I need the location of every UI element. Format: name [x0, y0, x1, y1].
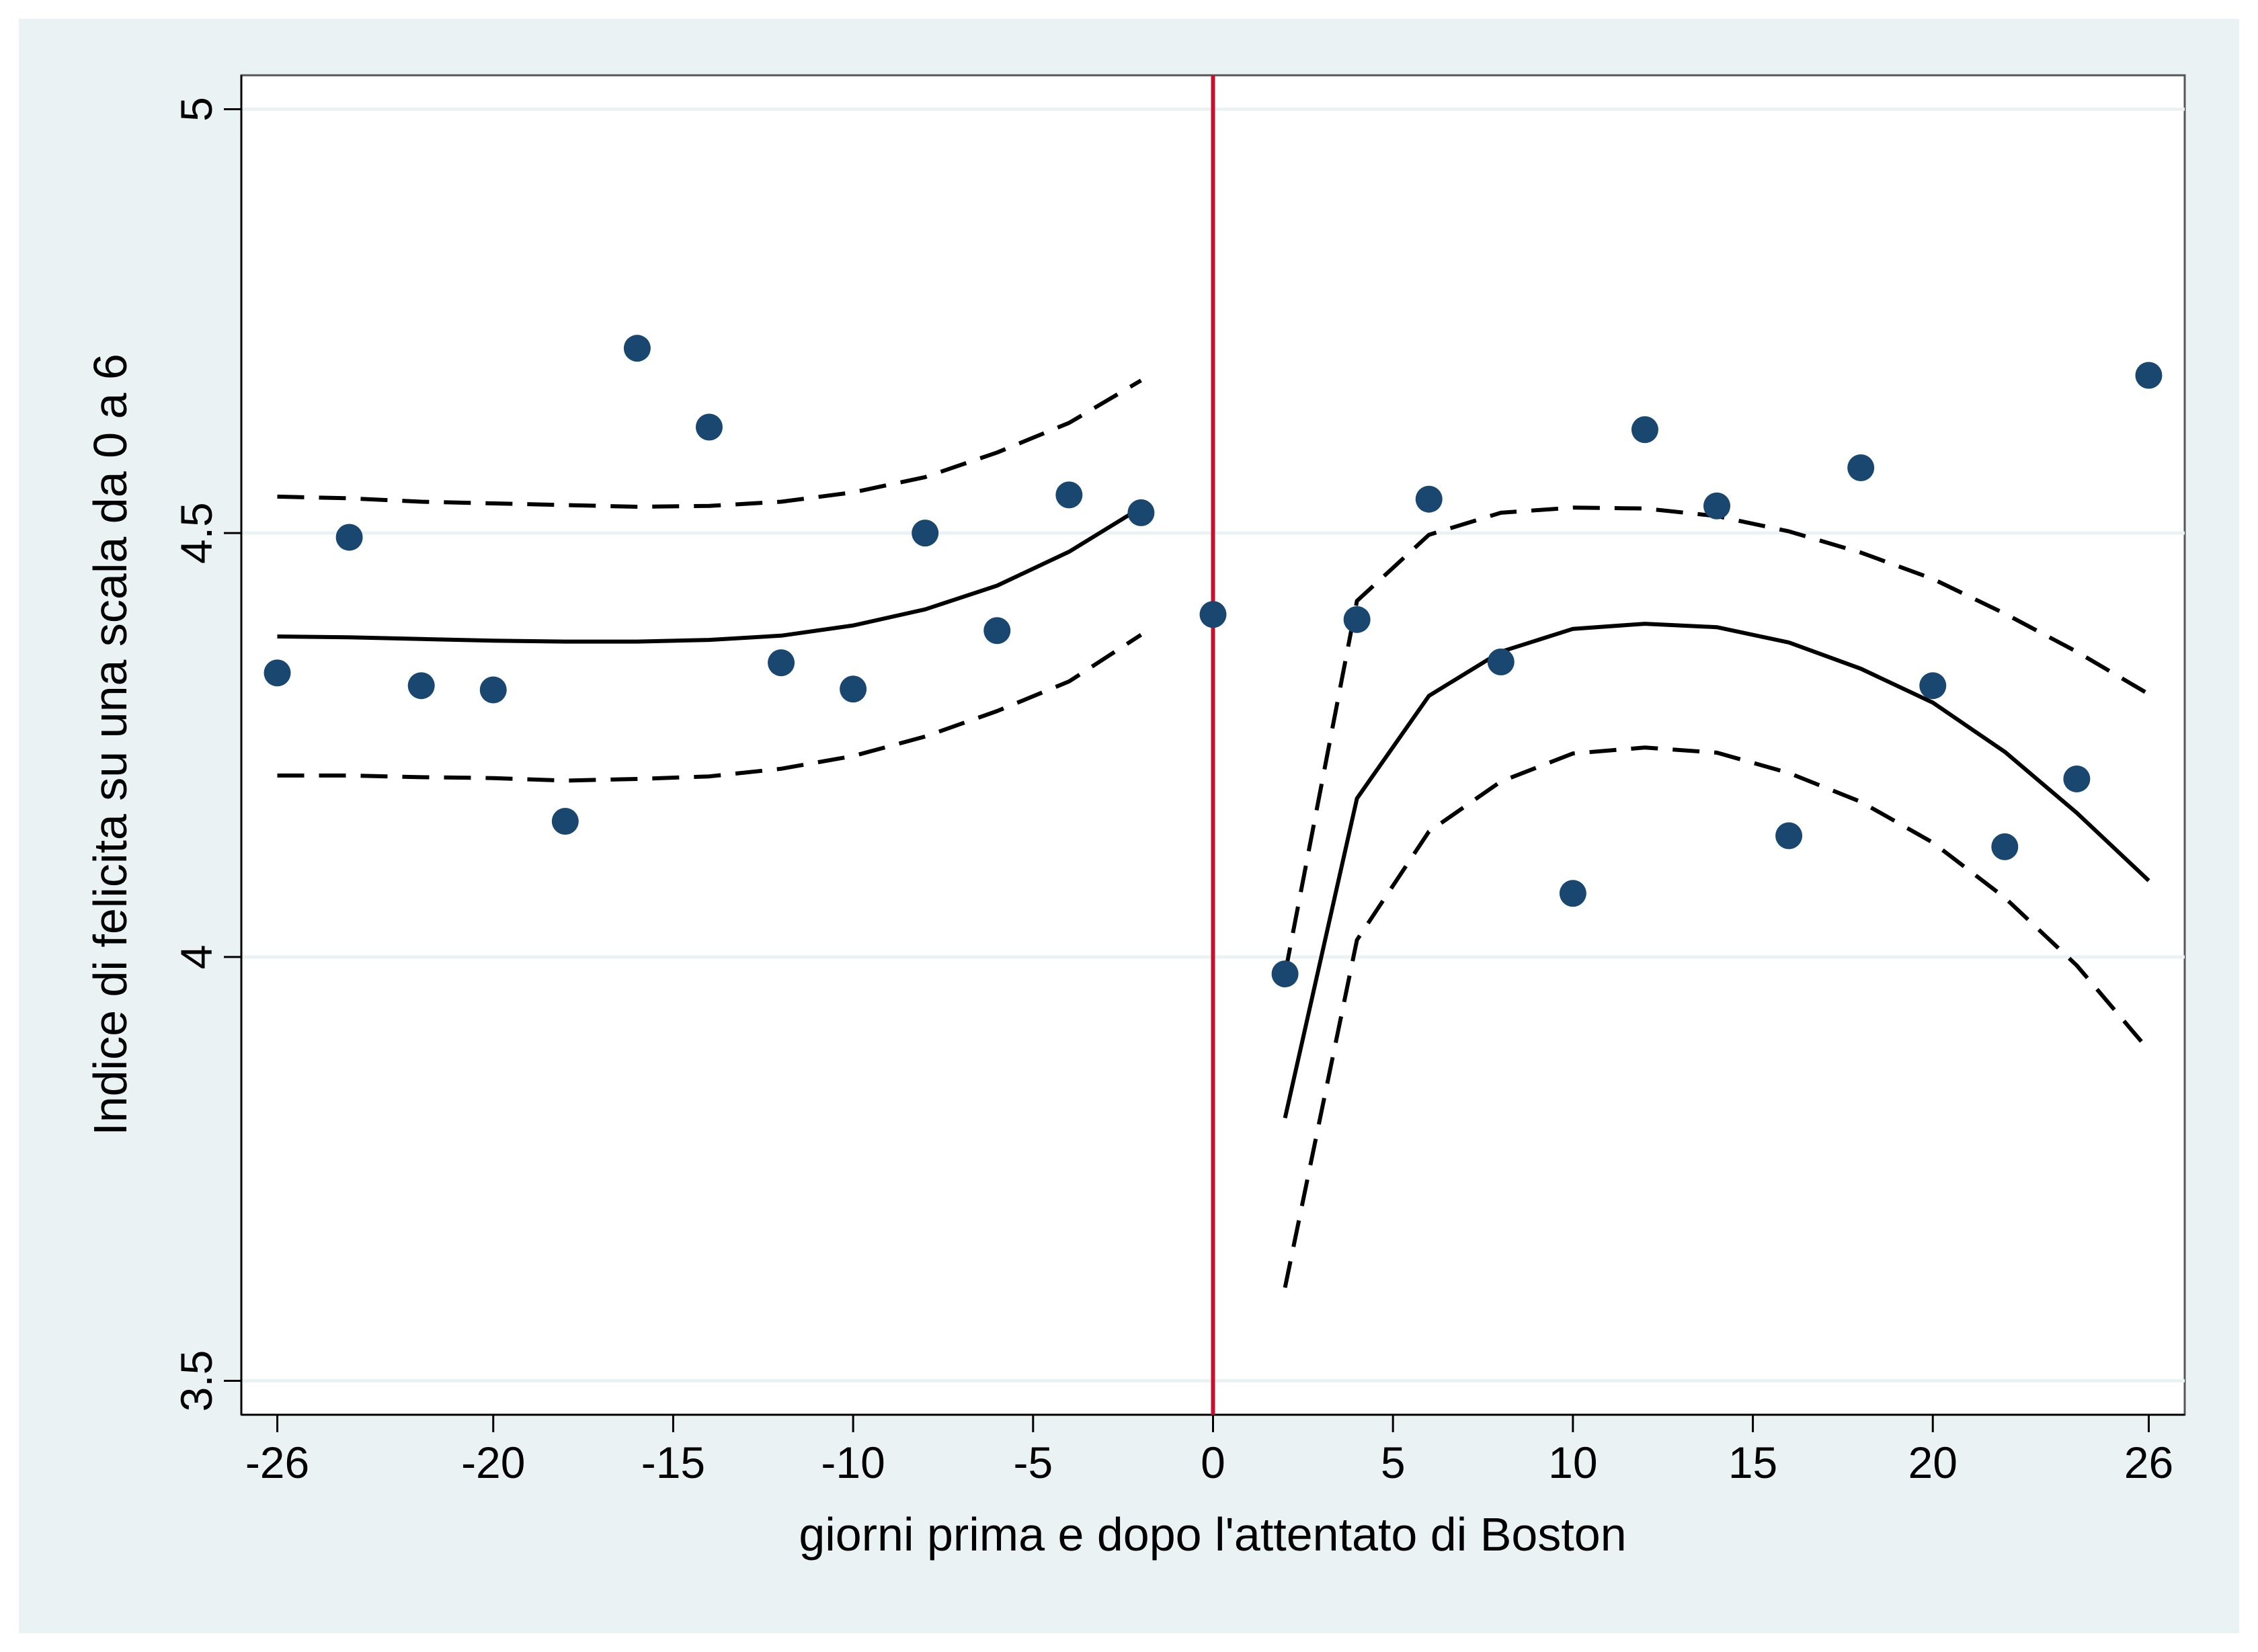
confidence-band-line: [277, 378, 1142, 509]
y-tick-label: 4.5: [171, 502, 221, 564]
data-point: [479, 676, 507, 704]
data-point: [335, 524, 363, 551]
y-tick-label: 5: [171, 97, 221, 122]
fitted-line: [1283, 622, 2150, 1119]
confidence-band-line: [277, 632, 1143, 783]
x-tick-label: 20: [1908, 1438, 1958, 1487]
data-point: [1199, 601, 1227, 628]
x-tick-label: 26: [2124, 1438, 2173, 1487]
x-tick-label: -15: [641, 1438, 705, 1487]
data-point: [1271, 960, 1299, 988]
x-tick-label: 10: [1548, 1438, 1597, 1487]
data-point: [2135, 362, 2163, 389]
y-tick-label: 3.5: [171, 1350, 221, 1412]
x-axis-title: giorni prima e dopo l'attentato di Bosto…: [799, 1508, 1626, 1561]
data-point: [983, 617, 1011, 645]
x-tick-label: -20: [461, 1438, 525, 1487]
data-point: [1847, 454, 1875, 482]
data-point: [264, 659, 291, 687]
data-point: [768, 649, 795, 677]
x-tick-label: -5: [1013, 1438, 1053, 1487]
data-point: [1559, 880, 1586, 907]
data-point: [912, 520, 939, 547]
data-point: [840, 675, 867, 703]
data-point: [1703, 492, 1731, 520]
x-tick-label: 5: [1381, 1438, 1406, 1487]
x-ticks: -26 -20 -15 -10 -5 0 5 10 15 20 26: [245, 1415, 2173, 1487]
data-point: [2063, 765, 2091, 792]
data-point: [1487, 648, 1515, 675]
data-point: [1991, 833, 2019, 860]
data-point: [695, 413, 723, 441]
data-point: [1127, 499, 1155, 526]
fitted-line: [277, 505, 1142, 644]
x-tick-label: -10: [821, 1438, 885, 1487]
x-tick-label: 0: [1201, 1438, 1225, 1487]
data-point: [1415, 485, 1443, 513]
data-point: [1919, 672, 1947, 700]
y-ticks: 3.5 4 4.5 5: [171, 97, 241, 1411]
data-points: [264, 335, 2163, 988]
y-tick-label: 4: [171, 944, 221, 969]
y-axis-title: Indice di felicita su una scala da 0 a 6: [84, 354, 136, 1136]
confidence-band-line: [1283, 745, 2150, 1288]
x-tick-label: -26: [245, 1438, 309, 1487]
data-point: [623, 335, 651, 362]
data-point: [407, 672, 435, 700]
data-point: [551, 808, 579, 835]
data-point: [1343, 606, 1371, 633]
data-point: [1631, 416, 1658, 444]
data-point: [1055, 481, 1083, 509]
data-point: [1775, 822, 1803, 850]
x-tick-label: 15: [1728, 1438, 1777, 1487]
